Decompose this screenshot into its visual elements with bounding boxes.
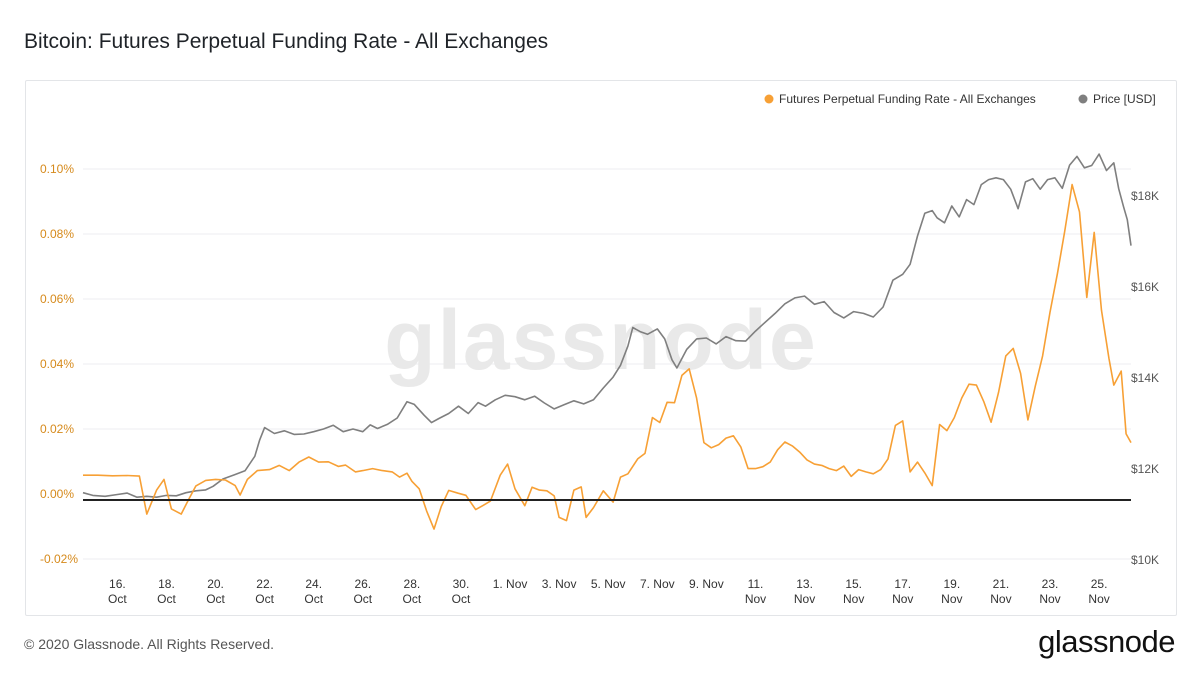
y-right-tick-label: $10K	[1131, 553, 1159, 567]
x-tick-label: 25.	[1091, 577, 1108, 591]
legend-label-price: Price [USD]	[1093, 92, 1156, 106]
x-tick-label: 21.	[993, 577, 1010, 591]
y-left-tick-label: 0.08%	[40, 227, 74, 241]
x-tick-label-month: Nov	[843, 592, 864, 606]
y-left-tick-label: 0.00%	[40, 487, 74, 501]
y-right-tick-label: $16K	[1131, 280, 1159, 294]
y-left-tick-label: 0.02%	[40, 422, 74, 436]
x-tick-label-month: Nov	[941, 592, 962, 606]
x-tick-label: 15.	[845, 577, 862, 591]
x-tick-label-month: Oct	[452, 592, 471, 606]
x-tick-label: 28.	[404, 577, 421, 591]
chart-title: Bitcoin: Futures Perpetual Funding Rate …	[24, 30, 549, 53]
x-tick-label-month: Oct	[206, 592, 225, 606]
x-tick-label: 13.	[796, 577, 813, 591]
x-tick-label: 5. Nov	[591, 577, 626, 591]
funding-rate-series-line	[83, 183, 1132, 530]
y-right-tick-label: $18K	[1131, 189, 1159, 203]
x-tick-label: 3. Nov	[542, 577, 577, 591]
x-tick-label: 9. Nov	[689, 577, 724, 591]
chart-svg[interactable]: glassnode 0.10% 0.08% 0.06% 0.04% 0.02% 0.00% -…	[26, 81, 1176, 615]
x-tick-label: 17.	[894, 577, 911, 591]
x-tick-label-month: Oct	[157, 592, 176, 606]
watermark-text: glassnode	[384, 293, 817, 387]
x-tick-label-month: Nov	[892, 592, 913, 606]
x-tick-label: 1. Nov	[493, 577, 528, 591]
x-tick-label-month: Nov	[990, 592, 1011, 606]
x-tick-label: 30.	[453, 577, 470, 591]
x-tick-label: 18.	[158, 577, 175, 591]
x-tick-label-month: Oct	[353, 592, 372, 606]
y-right-tick-label: $12K	[1131, 462, 1159, 476]
chart-card: glassnode 0.10% 0.08% 0.06% 0.04% 0.02% 0.00% -…	[25, 80, 1177, 616]
x-tick-label: 22.	[256, 577, 273, 591]
y-right-tick-label: $14K	[1131, 371, 1159, 385]
y-left-tick-label: 0.04%	[40, 357, 74, 371]
copyright-text: © 2020 Glassnode. All Rights Reserved.	[24, 636, 275, 652]
x-tick-label: 19.	[943, 577, 960, 591]
x-tick-label: 24.	[305, 577, 322, 591]
x-tick-label-month: Nov	[745, 592, 766, 606]
x-tick-label-month: Nov	[1088, 592, 1109, 606]
x-tick-label-month: Oct	[403, 592, 422, 606]
glassnode-logo[interactable]: glassnode	[1038, 624, 1175, 659]
y-left-tick-label: 0.06%	[40, 292, 74, 306]
x-tick-label-month: Nov	[1039, 592, 1060, 606]
y-left-tick-label: -0.02%	[40, 552, 78, 566]
legend-label-funding: Futures Perpetual Funding Rate - All Exc…	[779, 92, 1036, 106]
legend-marker-price	[1078, 94, 1088, 104]
x-tick-label: 20.	[207, 577, 224, 591]
x-tick-label: 23.	[1042, 577, 1059, 591]
x-tick-label: 16.	[109, 577, 126, 591]
x-tick-label-month: Oct	[108, 592, 127, 606]
price-series-line	[82, 153, 1132, 498]
x-tick-label-month: Oct	[255, 592, 274, 606]
legend-marker-funding	[764, 94, 774, 104]
x-tick-label-month: Nov	[794, 592, 815, 606]
x-tick-label: 26.	[354, 577, 371, 591]
x-tick-label-month: Oct	[304, 592, 323, 606]
x-tick-label: 11.	[748, 577, 764, 591]
x-tick-label: 7. Nov	[640, 577, 675, 591]
y-left-tick-label: 0.10%	[40, 162, 74, 176]
